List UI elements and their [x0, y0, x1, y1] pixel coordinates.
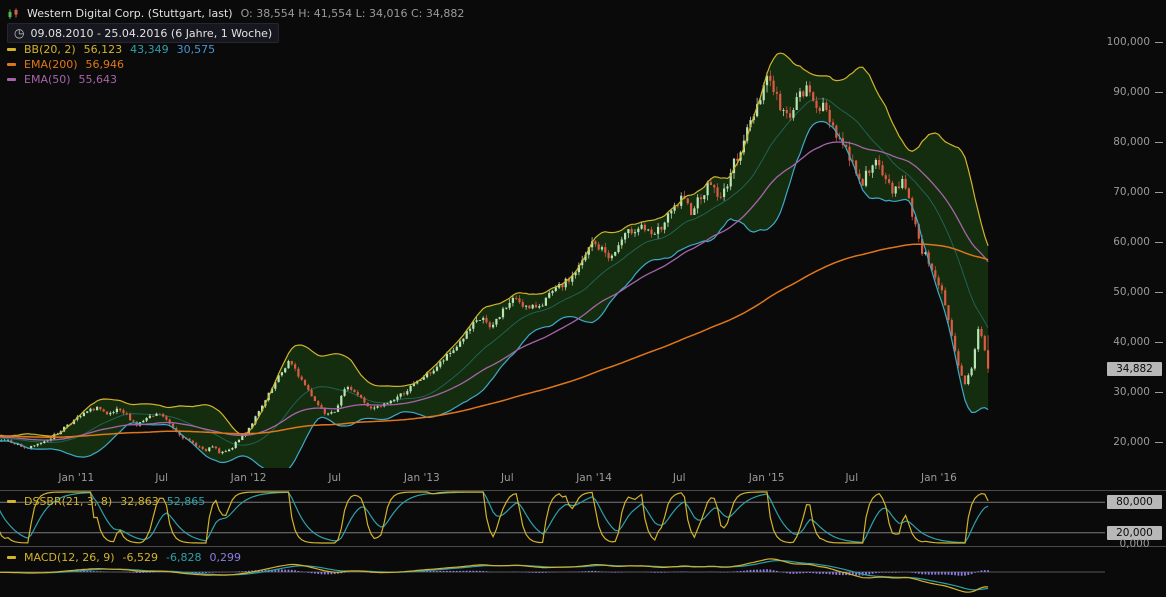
- price-tick: 20,000: [1113, 436, 1163, 449]
- price-tick: 80,000: [1113, 136, 1163, 149]
- dssbr-value-2: 52,865: [166, 495, 206, 508]
- time-tick: Jan '14: [576, 472, 612, 484]
- macd-hist-value: 0,299: [209, 551, 241, 564]
- dssbr-value-1: 32,863: [120, 495, 159, 508]
- time-tick: Jul: [845, 472, 859, 484]
- legend-macd[interactable]: MACD(12, 26, 9) -6,529 -6,828 0,299: [7, 551, 241, 564]
- price-tick: 90,000: [1113, 86, 1163, 99]
- time-tick: Jul: [500, 472, 514, 484]
- dssbr-level-label: 20,000: [1107, 525, 1162, 540]
- dssbr-label: DSSBR(21, 3, 8): [24, 495, 113, 508]
- ema200-value: 56,946: [85, 58, 125, 71]
- macd-swatch-icon: [7, 556, 16, 560]
- ema50-label: EMA(50): [24, 73, 71, 86]
- bb-middle-value: 43,349: [130, 43, 169, 56]
- time-tick: Jan '11: [58, 472, 95, 484]
- macd-signal-value: -6,828: [166, 551, 202, 564]
- range-row: ◷ 09.08.2010 - 25.04.2016 (6 Jahre, 1 Wo…: [7, 23, 280, 44]
- date-range-pill: ◷ 09.08.2010 - 25.04.2016 (6 Jahre, 1 Wo…: [7, 23, 280, 44]
- price-tick: 40,000: [1113, 336, 1163, 349]
- candlestick-chart-icon: [7, 8, 19, 20]
- time-tick: Jan '15: [748, 472, 785, 484]
- time-tick: Jan '16: [921, 472, 957, 484]
- macd-panel: [0, 558, 1105, 593]
- price-tick: 70,000: [1113, 186, 1163, 199]
- panel-separator: [0, 546, 1166, 547]
- instrument-title: Western Digital Corp. (Stuttgart, last): [27, 7, 233, 20]
- price-tick: 50,000: [1113, 286, 1163, 299]
- legend-ema200[interactable]: EMA(200) 56,946: [7, 58, 124, 71]
- dssbr-swatch-icon: [7, 500, 16, 504]
- dssbr-level-label: 80,000: [1107, 495, 1162, 510]
- time-tick: Jan '13: [403, 472, 440, 484]
- ema50-value: 55,643: [78, 73, 118, 86]
- dssbr-panel: [0, 491, 1105, 544]
- time-tick: Jul: [672, 472, 686, 484]
- macd-label: MACD(12, 26, 9): [24, 551, 115, 564]
- macd-line-value: -6,529: [122, 551, 159, 564]
- bb-swatch-icon: [7, 48, 16, 52]
- date-range-label: 09.08.2010 - 25.04.2016 (6 Jahre, 1 Woch…: [30, 26, 273, 40]
- legend-dssbr[interactable]: DSSBR(21, 3, 8) 32,863 52,865: [7, 495, 205, 508]
- price-tick: 60,000: [1113, 236, 1163, 249]
- legend-ema50[interactable]: EMA(50) 55,643: [7, 73, 117, 86]
- legend-bb[interactable]: BB(20, 2) 56,123 43,349 30,575: [7, 43, 215, 56]
- bb-lower-value: 30,575: [176, 43, 216, 56]
- ema200-label: EMA(200): [24, 58, 78, 71]
- bb-label: BB(20, 2): [24, 43, 76, 56]
- price-tick: 30,000: [1113, 386, 1163, 399]
- price-tick: 100,000: [1107, 36, 1163, 49]
- clock-icon: ◷: [14, 26, 25, 40]
- ema50-swatch-icon: [7, 78, 16, 82]
- time-tick: Jul: [328, 472, 342, 484]
- time-tick: Jan '12: [230, 472, 267, 484]
- time-tick: Jul: [155, 472, 169, 484]
- main-price-panel: [0, 52, 990, 468]
- dssbr-level-label: 0,000: [1119, 538, 1150, 550]
- header-row: Western Digital Corp. (Stuttgart, last) …: [7, 7, 464, 20]
- panel-separator: [0, 490, 1166, 491]
- ohlc-values: O: 38,554 H: 41,554 L: 34,016 C: 34,882: [240, 7, 465, 20]
- bb-upper-value: 56,123: [83, 43, 123, 56]
- last-price-badge: 34,882: [1107, 361, 1162, 376]
- ema200-swatch-icon: [7, 63, 16, 67]
